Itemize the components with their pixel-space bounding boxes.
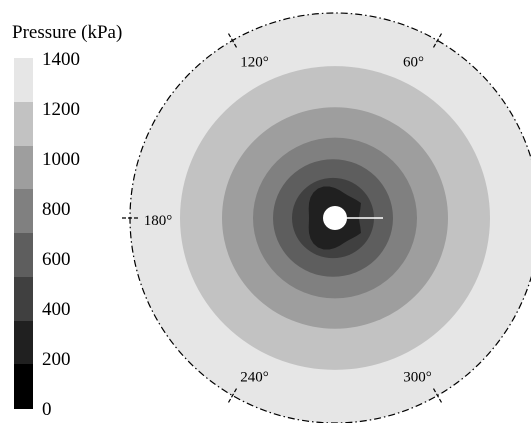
colorbar-tick-label: 600 xyxy=(42,249,71,270)
colorbar-tick-label: 1400 xyxy=(42,49,80,70)
colorbar-band-4 xyxy=(14,233,33,278)
angle-label-240: 240° xyxy=(240,370,269,386)
colorbar-band-1 xyxy=(14,101,33,146)
angle-label-120: 120° xyxy=(240,54,269,70)
angle-label-60: 60° xyxy=(403,54,424,70)
angle-label-300: 300° xyxy=(403,370,432,386)
colorbar-band-6 xyxy=(14,320,33,365)
colorbar-tick-label: 400 xyxy=(42,299,71,320)
colorbar-band-5 xyxy=(14,276,33,321)
colorbar-tick-label: 1200 xyxy=(42,99,80,120)
colorbar xyxy=(14,58,33,409)
borehole xyxy=(323,206,347,230)
legend-title: Pressure (kPa) xyxy=(12,22,123,43)
colorbar-tick-label: 0 xyxy=(42,399,52,420)
colorbar-band-3 xyxy=(14,189,33,234)
colorbar-band-0 xyxy=(14,58,33,103)
colorbar-tick-label: 800 xyxy=(42,199,71,220)
colorbar-band-7 xyxy=(14,364,33,409)
colorbar-band-2 xyxy=(14,145,33,190)
angle-label-180: 180° xyxy=(144,213,173,229)
colorbar-tick-label: 200 xyxy=(42,349,71,370)
angle-tick-120 xyxy=(227,33,238,48)
angle-tick-300 xyxy=(432,388,443,403)
angle-tick-60 xyxy=(432,33,443,48)
colorbar-tick-label: 1000 xyxy=(42,149,80,170)
angle-tick-240 xyxy=(227,388,238,403)
